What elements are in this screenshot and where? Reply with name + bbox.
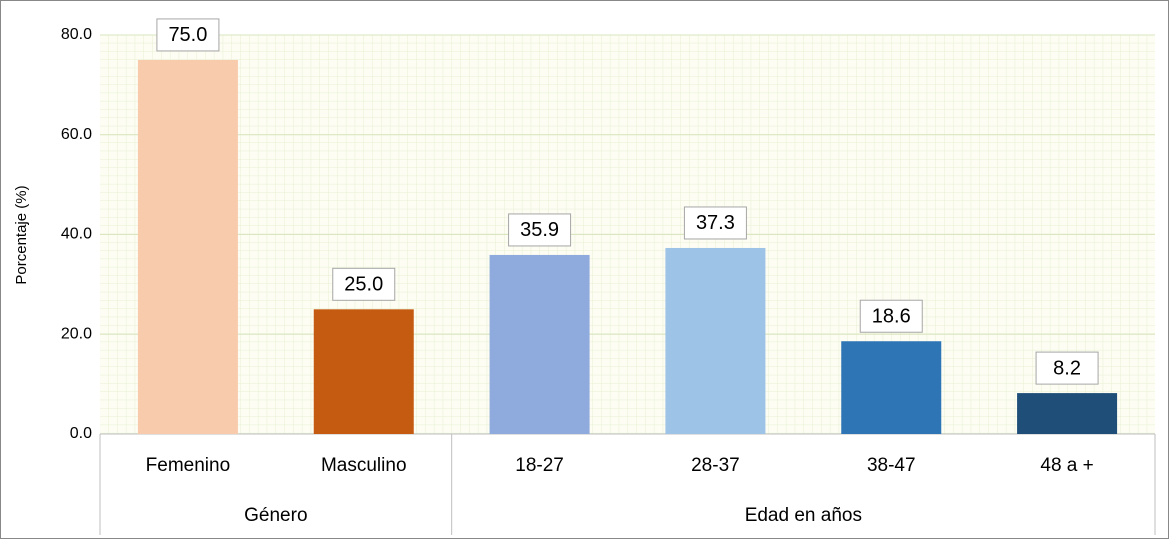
value-label-box bbox=[859, 299, 923, 333]
y-tick-label: 40.0 bbox=[61, 226, 92, 243]
value-label: 35.9 bbox=[520, 219, 559, 241]
value-label-box bbox=[156, 18, 220, 52]
x-tick-label: 28-37 bbox=[691, 455, 740, 476]
y-tick-label: 20.0 bbox=[61, 325, 92, 342]
bar bbox=[489, 254, 590, 434]
x-tick-label: Masculino bbox=[321, 455, 407, 476]
value-label: 37.3 bbox=[696, 212, 735, 234]
y-tick-label: 60.0 bbox=[61, 126, 92, 143]
bar bbox=[665, 247, 766, 434]
x-tick-label: 48 a + bbox=[1040, 455, 1093, 476]
value-label-box bbox=[508, 213, 572, 247]
value-label-box bbox=[1035, 351, 1099, 385]
y-tick-label: 80.0 bbox=[61, 26, 92, 43]
bar bbox=[841, 341, 942, 434]
group-label: Edad en años bbox=[745, 505, 862, 526]
x-tick-label: 18-27 bbox=[515, 455, 564, 476]
bar bbox=[1017, 393, 1118, 434]
value-label: 75.0 bbox=[168, 24, 207, 46]
y-axis-label: Porcentaje (%) bbox=[13, 185, 30, 284]
x-tick-label: Femenino bbox=[146, 455, 231, 476]
y-tick-label: 0.0 bbox=[70, 425, 92, 442]
group-label: Género bbox=[244, 505, 307, 526]
bar bbox=[137, 59, 238, 434]
value-label-box bbox=[332, 267, 396, 301]
value-label-box bbox=[683, 206, 747, 240]
bar bbox=[313, 309, 414, 434]
value-label: 18.6 bbox=[872, 306, 911, 328]
value-label: 25.0 bbox=[344, 274, 383, 296]
x-tick-label: 38-47 bbox=[867, 455, 916, 476]
value-label: 8.2 bbox=[1053, 357, 1081, 379]
